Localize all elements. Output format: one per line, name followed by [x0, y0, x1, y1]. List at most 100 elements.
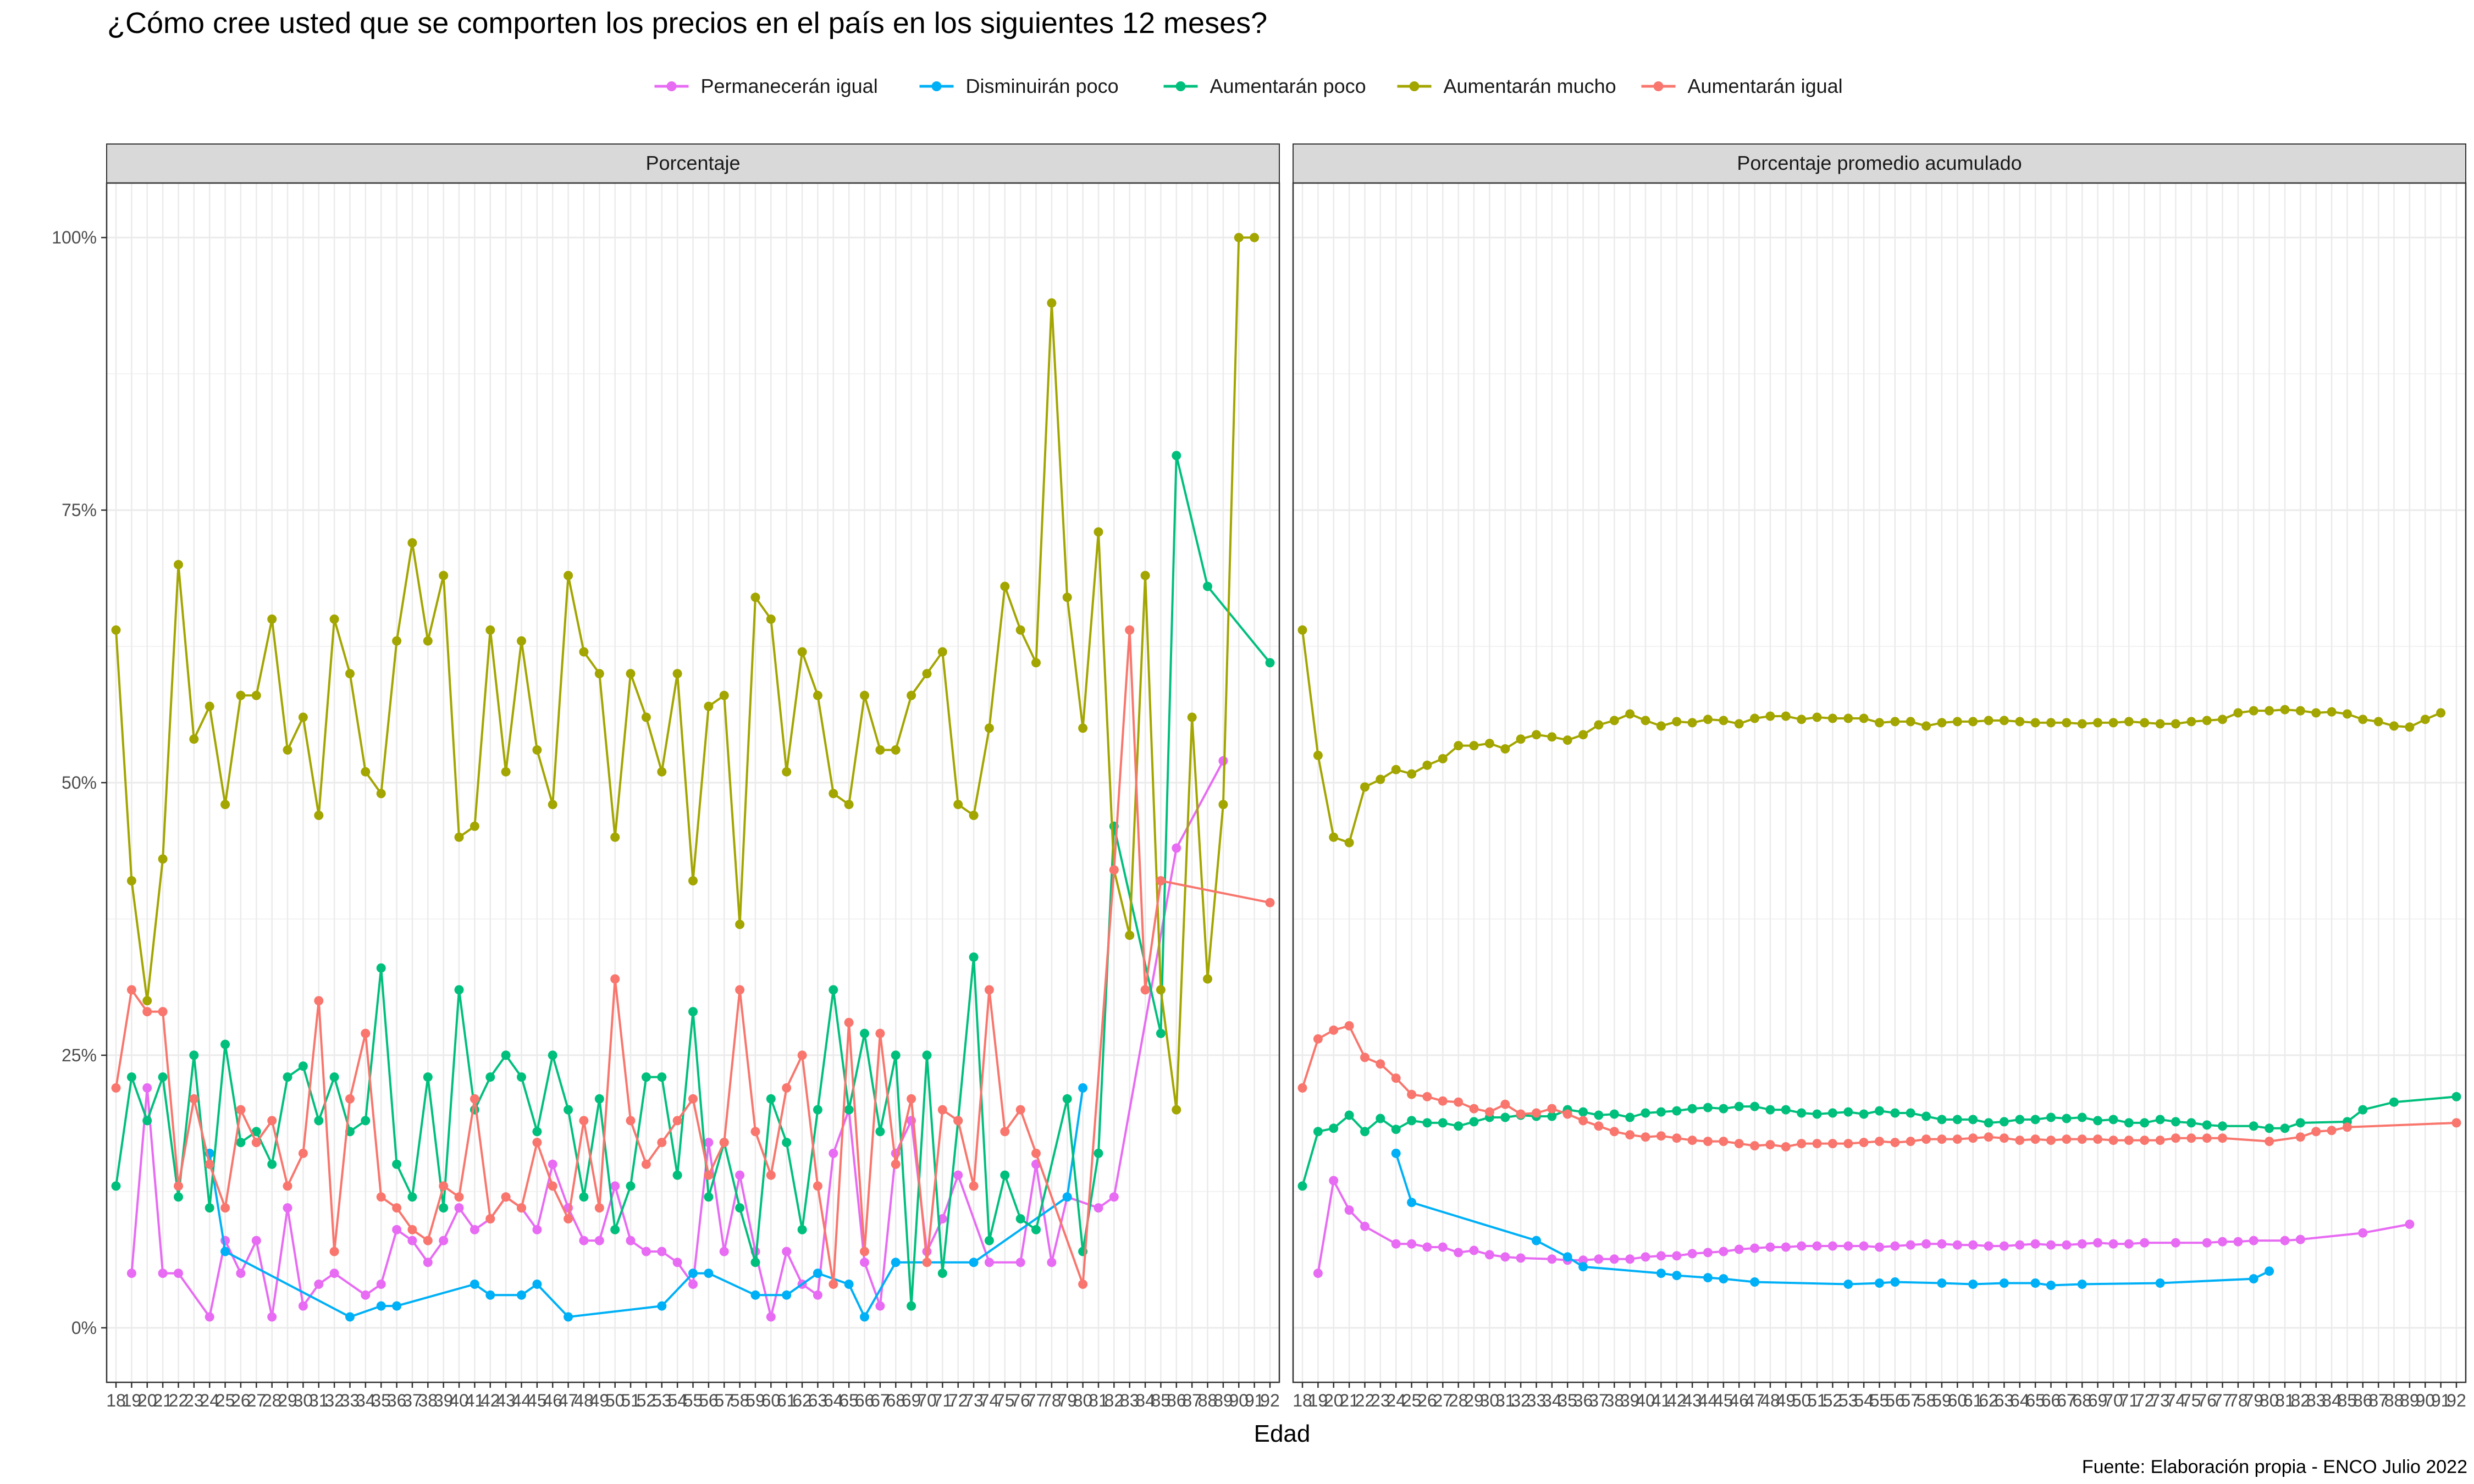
- data-point: [984, 1236, 994, 1245]
- data-point: [564, 1312, 573, 1322]
- data-point: [2233, 708, 2243, 718]
- data-point: [267, 614, 277, 624]
- data-point: [1438, 1242, 1448, 1252]
- data-point: [236, 690, 246, 700]
- x-tick-label: 72: [2135, 1391, 2155, 1410]
- x-tick-label: 92: [1260, 1391, 1280, 1410]
- data-point: [610, 974, 620, 984]
- data-point: [1656, 1107, 1666, 1117]
- data-point: [641, 712, 651, 722]
- data-point: [2155, 1278, 2165, 1288]
- data-point: [1859, 713, 1869, 723]
- x-tick-label: 20: [1324, 1391, 1344, 1410]
- data-point: [1360, 1221, 1369, 1231]
- legend-item-aumentaran_igual: Aumentarán igual: [1641, 75, 1843, 97]
- data-point: [1031, 1148, 1041, 1158]
- x-tick-label: 24: [1386, 1391, 1406, 1410]
- data-point: [142, 996, 152, 1006]
- x-tick-label: 69: [2088, 1391, 2108, 1410]
- x-tick-label: 92: [2447, 1391, 2466, 1410]
- data-point: [1422, 1118, 1432, 1128]
- x-tick-label: 67: [870, 1391, 890, 1410]
- data-point: [423, 1258, 433, 1267]
- data-point: [750, 1127, 760, 1137]
- legend-item-disminuiran: Disminuirán poco: [919, 75, 1119, 97]
- x-tick-label: 86: [1167, 1391, 1186, 1410]
- legend-key-point: [666, 81, 677, 91]
- data-point: [1719, 1137, 1729, 1147]
- x-tick-label: 89: [2400, 1391, 2420, 1410]
- panel-strip: [1293, 143, 2466, 184]
- data-point: [1812, 1109, 1822, 1119]
- data-point: [1984, 716, 1993, 726]
- data-point: [2030, 1115, 2040, 1125]
- x-tick-label: 55: [1870, 1391, 1890, 1410]
- data-point: [1469, 1104, 1479, 1114]
- data-point: [937, 1214, 947, 1223]
- x-tick-label: 81: [2275, 1391, 2295, 1410]
- x-tick-label: 32: [324, 1391, 344, 1410]
- data-point: [2140, 1238, 2150, 1248]
- data-point: [1031, 1225, 1041, 1234]
- x-tick-label: 42: [481, 1391, 500, 1410]
- data-point: [891, 1159, 901, 1169]
- data-point: [891, 1258, 901, 1267]
- data-point: [126, 985, 136, 995]
- data-point: [1454, 1097, 1464, 1107]
- data-point: [345, 1094, 355, 1104]
- data-point: [1672, 1133, 1682, 1143]
- data-point: [220, 1247, 230, 1256]
- data-point: [564, 1105, 573, 1115]
- data-point: [844, 800, 854, 810]
- data-point: [1703, 1103, 1713, 1112]
- data-point: [1078, 1280, 1088, 1289]
- data-point: [1797, 715, 1807, 724]
- data-point: [1641, 716, 1650, 726]
- data-point: [719, 1247, 729, 1256]
- data-point: [844, 1105, 854, 1115]
- x-tick-label: 47: [559, 1391, 578, 1410]
- chart-caption: Fuente: Elaboración propia - ENCO Julio …: [2082, 1457, 2467, 1477]
- data-point: [2140, 718, 2150, 728]
- data-point: [1516, 1253, 1526, 1263]
- data-point: [158, 1072, 168, 1082]
- legend-label: Permanecerán igual: [701, 75, 878, 97]
- x-tick-label: 18: [106, 1391, 126, 1410]
- data-point: [1703, 1137, 1713, 1147]
- data-point: [236, 1105, 246, 1115]
- data-point: [1750, 1243, 1760, 1253]
- data-point: [142, 1116, 152, 1126]
- data-point: [2342, 709, 2352, 719]
- data-point: [267, 1116, 277, 1126]
- data-point: [1156, 1028, 1166, 1038]
- data-point: [875, 745, 885, 755]
- data-point: [1937, 1115, 1947, 1125]
- data-point: [1625, 1254, 1635, 1264]
- data-point: [1687, 1249, 1697, 1259]
- data-point: [984, 985, 994, 995]
- x-tick-label: 28: [1449, 1391, 1468, 1410]
- x-tick-label: 43: [1682, 1391, 1702, 1410]
- data-point: [1407, 1198, 1417, 1208]
- x-tick-label: 51: [621, 1391, 640, 1410]
- data-point: [407, 538, 417, 548]
- data-point: [1937, 1278, 1947, 1288]
- data-point: [626, 1236, 636, 1245]
- data-point: [1376, 1114, 1385, 1123]
- data-point: [1781, 711, 1791, 721]
- x-tick-label: 85: [2338, 1391, 2357, 1410]
- data-point: [298, 1301, 308, 1311]
- series-aumentaran_mucho: [111, 232, 1260, 1115]
- data-point: [875, 1301, 885, 1311]
- y-tick-label: 75%: [62, 500, 97, 520]
- data-point: [2077, 1134, 2087, 1144]
- x-tick-label: 48: [574, 1391, 594, 1410]
- x-tick-label: 66: [2041, 1391, 2061, 1410]
- x-tick-label: 88: [1198, 1391, 1218, 1410]
- x-tick-label: 52: [1823, 1391, 1843, 1410]
- data-point: [1062, 1094, 1072, 1104]
- data-point: [1407, 1089, 1417, 1099]
- x-tick-label: 32: [1511, 1391, 1531, 1410]
- data-point: [782, 1138, 792, 1148]
- data-point: [1469, 1117, 1479, 1127]
